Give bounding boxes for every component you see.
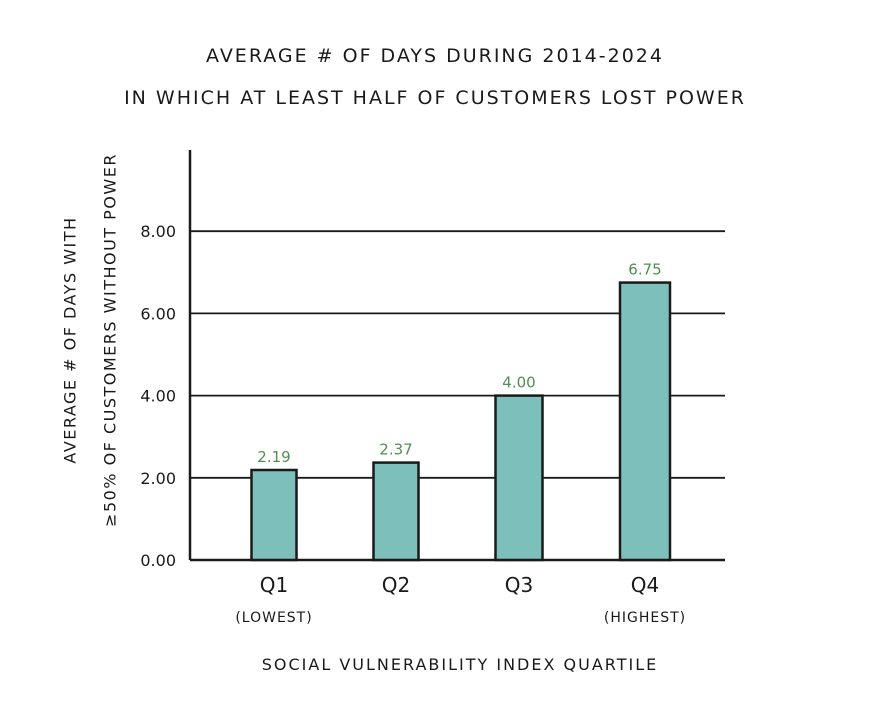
- data-label: 4.00: [502, 374, 535, 392]
- bar-q3: [494, 394, 544, 562]
- x-tick-label: Q3: [505, 573, 533, 597]
- x-tick-label: Q4: [631, 573, 659, 597]
- x-tick-label: Q1: [260, 573, 288, 597]
- y-tick-label: 4.00: [140, 387, 176, 406]
- x-tick-sublabel: (HIGHEST): [604, 610, 686, 626]
- y-tick-label: 0.00: [140, 551, 176, 570]
- x-axis-label: SOCIAL VULNERABILITY INDEX QUARTILE: [261, 655, 659, 674]
- data-label: 2.37: [379, 441, 412, 459]
- y-tick-label: 6.00: [140, 304, 176, 323]
- data-label: 2.19: [257, 448, 290, 466]
- bar-q1: [250, 468, 298, 562]
- x-tick-label: Q2: [382, 573, 410, 597]
- chart-title-line1: AVERAGE # OF DAYS DURING 2014-2024: [206, 45, 664, 67]
- data-label: 6.75: [628, 261, 661, 279]
- bar-q2: [372, 461, 420, 562]
- bar-q4: [618, 281, 672, 562]
- y-tick-label: 2.00: [140, 469, 176, 488]
- chart-title-line2: IN WHICH AT LEAST HALF OF CUSTOMERS LOST…: [124, 87, 746, 109]
- x-tick-sublabel: (LOWEST): [235, 610, 312, 626]
- y-tick-label: 8.00: [140, 222, 176, 241]
